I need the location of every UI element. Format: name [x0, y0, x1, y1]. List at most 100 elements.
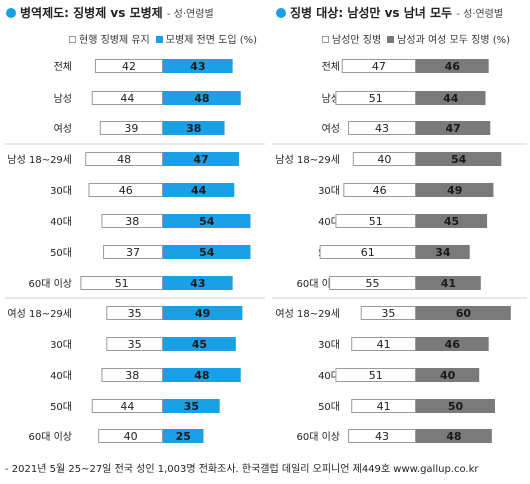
left-value-label-left: 40	[124, 430, 138, 443]
right-category-label: 40대	[318, 370, 340, 382]
right-bar-left	[348, 429, 416, 443]
right-bar-left	[335, 91, 417, 105]
left-bar-left	[91, 399, 163, 413]
right-value-label-left: 41	[377, 338, 391, 351]
left-value-label-right: 44	[191, 184, 207, 197]
left-bar-left	[99, 121, 163, 135]
left-bar-right	[163, 337, 236, 351]
left-value-label-right: 25	[176, 430, 191, 443]
right-category-label: 여성	[322, 123, 340, 135]
right-category-label: 남성 18~29세	[275, 154, 340, 166]
right-bar-left	[329, 276, 417, 290]
right-value-label-right: 46	[445, 338, 461, 351]
left-value-label-left: 46	[119, 184, 133, 197]
left-category-label: 50대	[50, 401, 72, 413]
right-value-label-right: 41	[441, 277, 456, 290]
left-category-label: 남성	[54, 93, 72, 105]
left-bar-right	[163, 306, 243, 320]
right-bar-left	[348, 121, 416, 135]
right-category-label: 전체	[322, 61, 340, 73]
right-legend: 남성만 징병 남성과 여성 모두 징병 (%)	[322, 31, 516, 46]
left-category-label: 여성 18~29세	[7, 308, 72, 320]
left-value-label-right: 45	[192, 338, 207, 351]
right-bar-left	[360, 306, 417, 320]
left-value-label-left: 44	[120, 400, 134, 413]
right-bar-right	[416, 59, 489, 73]
left-value-label-left: 42	[122, 60, 136, 73]
left-value-label-left: 38	[125, 215, 139, 228]
left-bar-left	[91, 91, 163, 105]
left-bar-right	[163, 183, 235, 197]
left-bar-right	[163, 429, 204, 443]
footer-note: - 2021년 5월 25~27일 전국 성인 1,003명 전화조사. 한국갤…	[5, 464, 479, 475]
right-bar-right	[416, 91, 486, 105]
left-value-label-right: 48	[194, 92, 209, 105]
left-bar-right	[163, 152, 240, 166]
legend-item-volunteer: 모병제 전면 도입 (%)	[155, 35, 257, 46]
legend-swatch-white	[69, 36, 76, 43]
legend-swatch-white	[322, 36, 329, 43]
left-bar-left	[101, 368, 164, 382]
right-category-label: 60대 이상	[296, 431, 340, 443]
right-bar-left	[352, 152, 416, 166]
left-value-label-right: 43	[190, 60, 205, 73]
bullet-icon	[6, 8, 16, 18]
right-bar-right	[416, 214, 488, 228]
legend-swatch-blue	[155, 36, 163, 43]
left-value-label-right: 54	[199, 215, 215, 228]
right-bar-right	[416, 306, 511, 320]
left-bar-left	[94, 59, 163, 73]
right-value-label-left: 46	[373, 184, 387, 197]
legend-item-both: 남성과 여성 모두 징병 (%)	[387, 35, 510, 46]
left-title-text: 병역제도: 징병제 vs 모병제	[20, 6, 163, 20]
right-panel-title: 징병 대상: 남성만 vs 남녀 모두 - 성·연령별	[276, 4, 503, 21]
left-value-label-left: 44	[120, 92, 134, 105]
left-value-label-right: 48	[194, 369, 209, 382]
left-category-label: 40대	[50, 370, 72, 382]
bullet-icon	[276, 8, 286, 18]
legend-item-men-only: 남성만 징병	[322, 35, 381, 46]
right-value-label-right: 46	[445, 60, 461, 73]
left-category-label: 50대	[50, 247, 72, 259]
right-bar-left	[343, 183, 417, 197]
right-bar-right	[416, 121, 491, 135]
left-category-label: 40대	[50, 216, 72, 228]
right-bar-left	[351, 399, 416, 413]
right-category-label: 여성 18~29세	[275, 308, 340, 320]
right-bar-right	[416, 152, 502, 166]
left-value-label-right: 38	[186, 122, 201, 135]
right-value-label-right: 45	[444, 215, 459, 228]
left-value-label-right: 49	[195, 307, 210, 320]
left-bar-left	[80, 276, 163, 290]
right-value-label-left: 61	[361, 246, 375, 259]
left-bar-right	[163, 214, 251, 228]
right-value-label-right: 47	[445, 122, 460, 135]
right-bar-right	[416, 183, 494, 197]
left-bar-right	[163, 276, 233, 290]
left-category-label: 60대 이상	[28, 278, 72, 290]
right-value-label-left: 55	[366, 277, 380, 290]
left-value-label-right: 54	[199, 246, 215, 259]
left-value-label-left: 35	[128, 338, 142, 351]
left-bar-left	[101, 214, 164, 228]
right-value-label-right: 50	[448, 400, 464, 413]
right-value-label-right: 44	[443, 92, 459, 105]
left-bar-right	[163, 121, 225, 135]
right-value-label-left: 41	[377, 400, 391, 413]
left-bar-left	[106, 337, 164, 351]
left-bar-left	[88, 183, 163, 197]
left-category-label: 30대	[50, 185, 72, 197]
left-value-label-right: 47	[193, 153, 208, 166]
right-value-label-left: 35	[381, 307, 395, 320]
right-value-label-right: 40	[440, 369, 456, 382]
left-category-label: 60대 이상	[28, 431, 72, 443]
right-bar-right	[416, 429, 492, 443]
right-value-label-right: 34	[435, 246, 451, 259]
left-subtitle: - 성·연령별	[166, 9, 214, 20]
left-bar-right	[163, 368, 241, 382]
left-value-label-right: 43	[190, 277, 205, 290]
legend-swatch-gray	[387, 36, 395, 43]
left-value-label-left: 37	[126, 246, 140, 259]
